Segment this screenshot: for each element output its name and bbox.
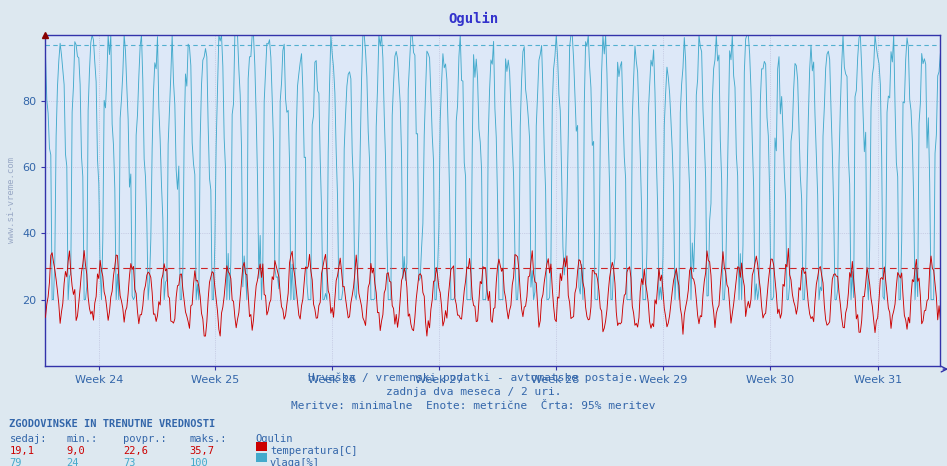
Text: min.:: min.: (66, 434, 98, 444)
Text: 73: 73 (123, 458, 135, 466)
Text: 24: 24 (66, 458, 79, 466)
Text: temperatura[C]: temperatura[C] (270, 446, 357, 456)
Text: maks.:: maks.: (189, 434, 227, 444)
Text: 19,1: 19,1 (9, 446, 34, 456)
Text: vlaga[%]: vlaga[%] (270, 458, 320, 466)
Text: ZGODOVINSKE IN TRENUTNE VREDNOSTI: ZGODOVINSKE IN TRENUTNE VREDNOSTI (9, 419, 216, 429)
Text: Hrvaška / vremenski podatki - avtomatske postaje.: Hrvaška / vremenski podatki - avtomatske… (308, 373, 639, 384)
Text: 9,0: 9,0 (66, 446, 85, 456)
Text: povpr.:: povpr.: (123, 434, 167, 444)
Text: 79: 79 (9, 458, 22, 466)
Text: sedaj:: sedaj: (9, 434, 47, 444)
Text: Ogulin: Ogulin (256, 434, 294, 444)
Text: 22,6: 22,6 (123, 446, 148, 456)
Text: 100: 100 (189, 458, 208, 466)
Text: zadnja dva meseca / 2 uri.: zadnja dva meseca / 2 uri. (385, 387, 562, 397)
Text: Meritve: minimalne  Enote: metrične  Črta: 95% meritev: Meritve: minimalne Enote: metrične Črta:… (292, 401, 655, 411)
Text: Ogulin: Ogulin (448, 12, 499, 26)
Text: www.si-vreme.com: www.si-vreme.com (7, 158, 16, 243)
Text: 35,7: 35,7 (189, 446, 214, 456)
